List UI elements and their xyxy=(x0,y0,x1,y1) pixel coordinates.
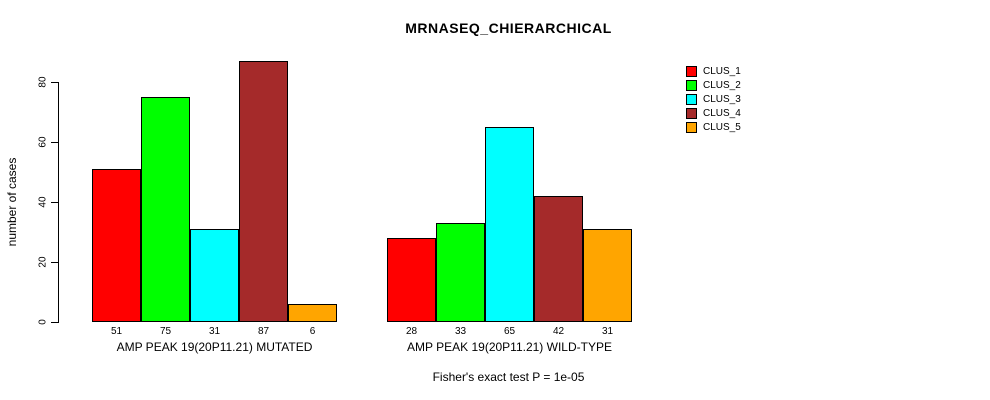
legend-swatch-icon xyxy=(686,66,697,77)
y-tick-label: 60 xyxy=(37,136,49,148)
legend-label: CLUS_5 xyxy=(703,122,741,133)
y-tick-label: 20 xyxy=(37,256,49,268)
y-axis xyxy=(58,82,59,323)
y-tick-label: 80 xyxy=(37,76,49,88)
y-tick xyxy=(51,142,58,143)
legend-label: CLUS_4 xyxy=(703,108,741,119)
bar-value-label: 42 xyxy=(552,326,565,337)
bar-clus_3-group1 xyxy=(190,229,239,322)
y-tick-label: 40 xyxy=(37,196,49,208)
legend-row-clus_2: CLUS_2 xyxy=(686,80,741,91)
legend-swatch-icon xyxy=(686,108,697,119)
legend: CLUS_1 CLUS_2 CLUS_3 CLUS_4 CLUS_5 xyxy=(686,66,741,136)
bar-clus_3-group2 xyxy=(485,127,534,322)
bar-value-label: 31 xyxy=(601,326,614,337)
y-tick xyxy=(51,202,58,203)
y-tick xyxy=(51,82,58,83)
bar-clus_5-group2 xyxy=(583,229,632,322)
category-label-group2: AMP PEAK 19(20P11.21) WILD-TYPE xyxy=(407,340,612,354)
bar-value-label: 6 xyxy=(309,326,316,337)
legend-row-clus_5: CLUS_5 xyxy=(686,122,741,133)
bar-clus_4-group1 xyxy=(239,61,288,322)
legend-swatch-icon xyxy=(686,80,697,91)
legend-label: CLUS_2 xyxy=(703,80,741,91)
bar-clus_4-group2 xyxy=(534,196,583,322)
y-tick-label: 0 xyxy=(37,319,49,325)
chart-title: MRNASEQ_CHIERARCHICAL xyxy=(405,20,612,36)
legend-row-clus_1: CLUS_1 xyxy=(686,66,741,77)
legend-label: CLUS_3 xyxy=(703,94,741,105)
bar-clus_2-group1 xyxy=(141,97,190,322)
bar-value-label: 51 xyxy=(110,326,123,337)
y-axis-label: number of cases xyxy=(5,157,19,247)
y-tick xyxy=(51,322,58,323)
bar-value-label: 87 xyxy=(257,326,270,337)
bar-clus_2-group2 xyxy=(436,223,485,322)
bar-value-label: 75 xyxy=(159,326,172,337)
legend-swatch-icon xyxy=(686,122,697,133)
bar-value-label: 28 xyxy=(405,326,418,337)
legend-swatch-icon xyxy=(686,94,697,105)
legend-row-clus_3: CLUS_3 xyxy=(686,94,741,105)
category-label-group1: AMP PEAK 19(20P11.21) MUTATED xyxy=(116,340,313,354)
bar-value-label: 31 xyxy=(208,326,221,337)
legend-label: CLUS_1 xyxy=(703,66,741,77)
bar-clus_1-group1 xyxy=(92,169,141,322)
legend-row-clus_4: CLUS_4 xyxy=(686,108,741,119)
bar-clus_1-group2 xyxy=(387,238,436,322)
bar-value-label: 65 xyxy=(503,326,516,337)
y-tick xyxy=(51,262,58,263)
footnote-fishers-test: Fisher's exact test P = 1e-05 xyxy=(432,370,585,384)
bar-clus_5-group1 xyxy=(288,304,337,322)
bar-value-label: 33 xyxy=(454,326,467,337)
